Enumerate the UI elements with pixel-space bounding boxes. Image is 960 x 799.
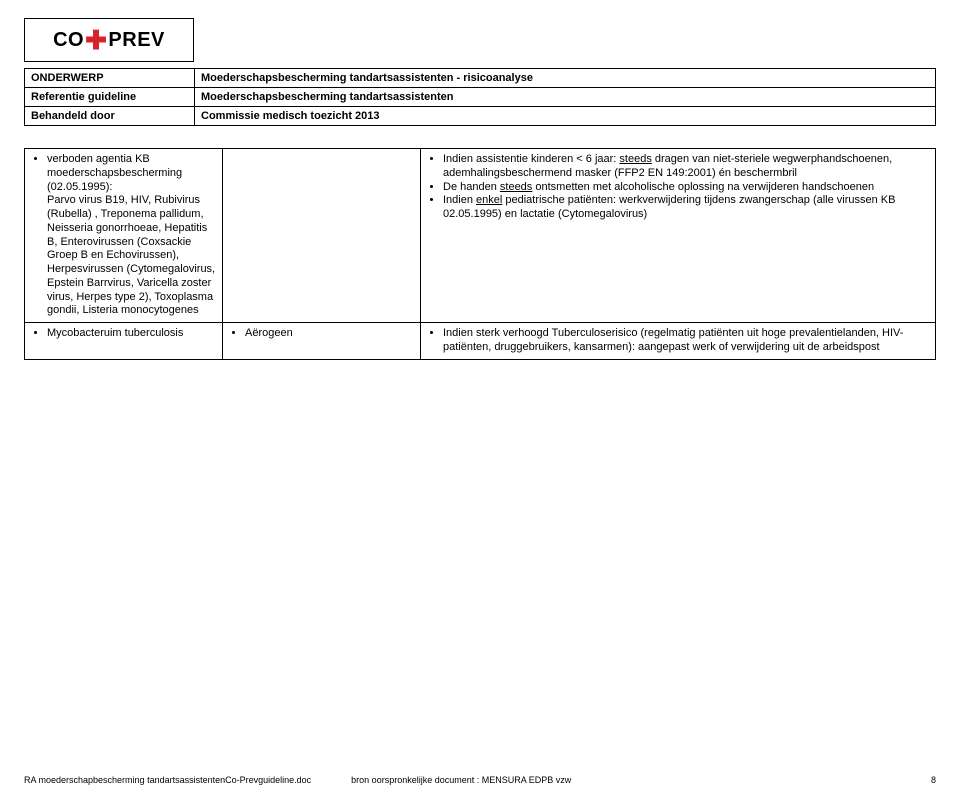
plus-icon: ✚ <box>85 31 107 49</box>
underline: steeds <box>500 181 532 193</box>
logo-left: CO <box>53 29 84 52</box>
underline: enkel <box>476 194 502 206</box>
list-item: Mycobacteruim tuberculosis <box>47 327 216 341</box>
meta-row: Behandeld door Commissie medisch toezich… <box>25 107 936 126</box>
table-row: Mycobacteruim tuberculosis Aërogeen Indi… <box>25 323 936 360</box>
logo-cell: CO ✚ PREV <box>24 18 194 62</box>
footer-center: bron oorspronkelijke document : MENSURA … <box>351 775 571 785</box>
list-item: Indien assistentie kinderen < 6 jaar: st… <box>443 153 929 181</box>
cell-agents: Mycobacteruim tuberculosis <box>25 323 223 360</box>
table-row: verboden agentia KB moederschapsbescherm… <box>25 149 936 323</box>
cell-route: Aërogeen <box>223 323 421 360</box>
meta-row: Referentie guideline Moederschapsbescher… <box>25 88 936 107</box>
meta-table: ONDERWERP Moederschapsbescherming tandar… <box>24 68 936 126</box>
header-row: CO ✚ PREV <box>24 18 936 62</box>
meta-label: ONDERWERP <box>25 69 195 88</box>
meta-value: Moederschapsbescherming tandartsassisten… <box>195 88 936 107</box>
cell-measures: Indien assistentie kinderen < 6 jaar: st… <box>421 149 936 323</box>
meta-row: ONDERWERP Moederschapsbescherming tandar… <box>25 69 936 88</box>
footer-left: RA moederschapbescherming tandartsassist… <box>24 775 311 785</box>
cell-measures: Indien sterk verhoogd Tuberculoserisico … <box>421 323 936 360</box>
text: Indien assistentie kinderen < 6 jaar: <box>443 153 619 165</box>
meta-label: Referentie guideline <box>25 88 195 107</box>
meta-value: Moederschapsbescherming tandartsassisten… <box>195 69 936 88</box>
list-item: Indien enkel pediatrische patiënten: wer… <box>443 194 929 222</box>
text: Indien <box>443 194 476 206</box>
content-table: verboden agentia KB moederschapsbescherm… <box>24 148 936 360</box>
underline: steeds <box>619 153 651 165</box>
meta-value: Commissie medisch toezicht 2013 <box>195 107 936 126</box>
text: pediatrische patiënten: werkverwijdering… <box>443 194 895 220</box>
meta-label: Behandeld door <box>25 107 195 126</box>
text: verboden agentia KB moederschapsbescherm… <box>47 153 182 193</box>
list-item: Aërogeen <box>245 327 414 341</box>
logo: CO ✚ PREV <box>53 29 165 52</box>
cell-route <box>223 149 421 323</box>
list-item: Indien sterk verhoogd Tuberculoserisico … <box>443 327 929 355</box>
cell-agents: verboden agentia KB moederschapsbescherm… <box>25 149 223 323</box>
text: Parvo virus B19, HIV, Rubivirus (Rubella… <box>47 194 215 316</box>
text: De handen <box>443 181 500 193</box>
footer: RA moederschapbescherming tandartsassist… <box>24 775 936 785</box>
list-item: verboden agentia KB moederschapsbescherm… <box>47 153 216 318</box>
page-number: 8 <box>911 775 936 785</box>
page: CO ✚ PREV ONDERWERP Moederschapsbescherm… <box>0 0 960 799</box>
logo-right: PREV <box>108 29 164 52</box>
list-item: De handen steeds ontsmetten met alcoholi… <box>443 181 929 195</box>
text: ontsmetten met alcoholische oplossing na… <box>532 181 874 193</box>
